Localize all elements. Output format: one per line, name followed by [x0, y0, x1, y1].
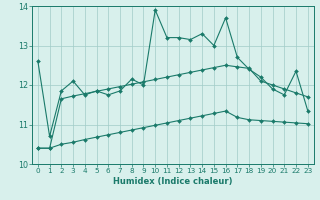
X-axis label: Humidex (Indice chaleur): Humidex (Indice chaleur) [113, 177, 233, 186]
